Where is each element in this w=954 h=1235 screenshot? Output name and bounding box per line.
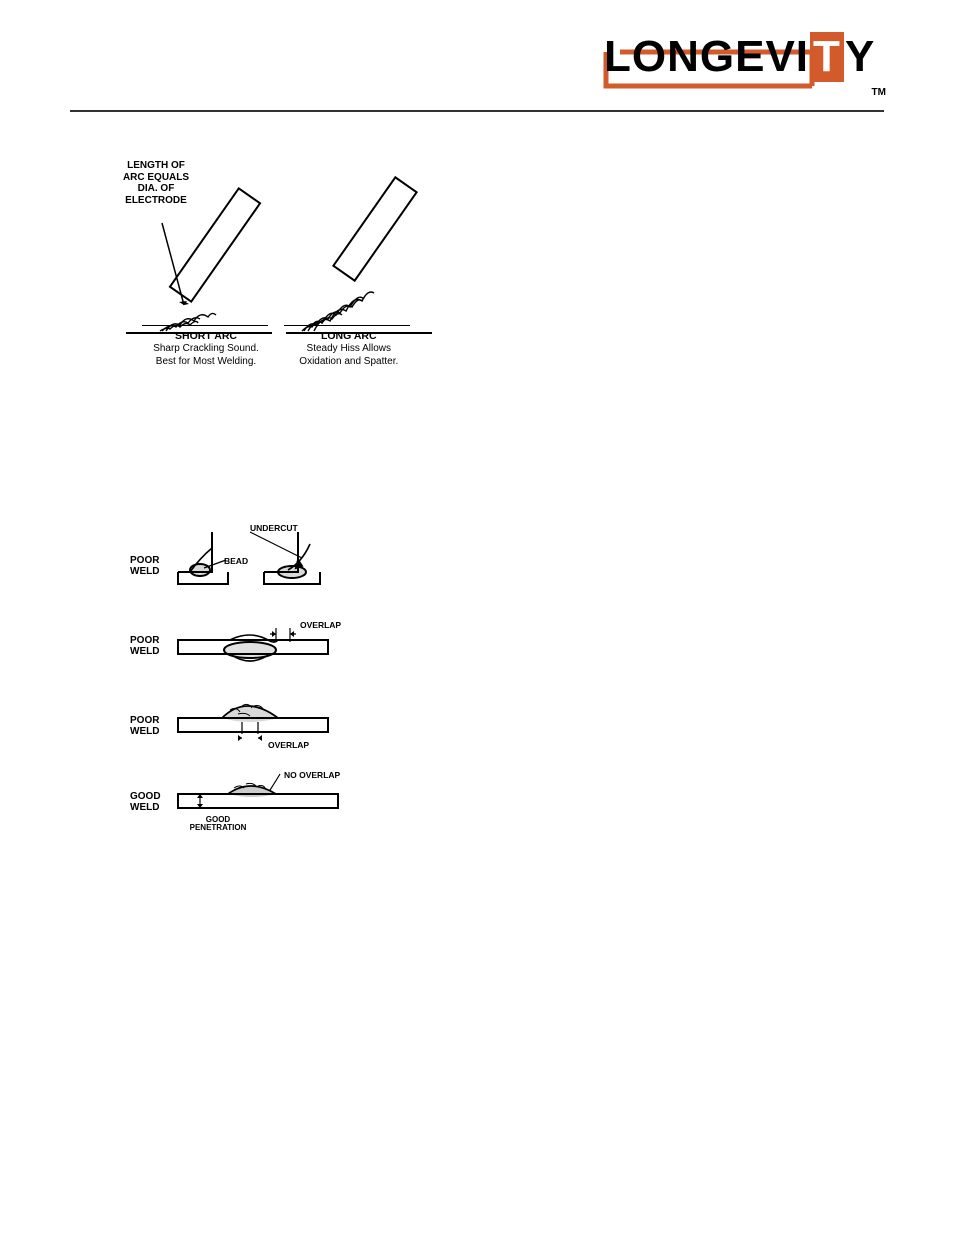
logo-t: T [810, 32, 844, 82]
short-arc-line2: Best for Most Welding. [136, 356, 276, 369]
overlap2-label: OVERLAP [268, 740, 309, 750]
weld-row3-label: POORWELD [130, 716, 159, 737]
good-penetration-text: GOODPENETRATION [190, 815, 247, 832]
logo-tm: TM [872, 87, 886, 98]
long-arc-title: LONG ARC [279, 330, 419, 343]
undercut-label: UNDERCUT [250, 523, 298, 533]
no-overlap-label: NO OVERLAP [284, 770, 340, 780]
document-page: LONGEVITY TM LENGTH OFARC EQUALSDIA. OFE… [0, 0, 954, 1235]
long-arc-line1: Steady Hiss Allows [279, 343, 419, 356]
caption-rule-right [284, 325, 410, 326]
weld-row4-text: GOODWELD [130, 791, 161, 813]
logo-text: LONGEVITY [604, 32, 875, 82]
weld-row2-label: POORWELD [130, 636, 159, 657]
caption-rule-left [142, 325, 268, 326]
long-arc-caption: LONG ARC Steady Hiss Allows Oxidation an… [279, 330, 419, 368]
long-arc-line2: Oxidation and Spatter. [279, 356, 419, 369]
logo-mid: ONGEVI [632, 32, 809, 81]
weld-row1-text: POORWELD [130, 555, 159, 577]
brand-logo: LONGEVITY TM [600, 38, 880, 96]
header-divider [70, 110, 884, 112]
good-penetration-label: GOODPENETRATION [188, 816, 248, 832]
weld-quality-diagram [130, 520, 390, 850]
weld-row1-label: POORWELD [130, 556, 159, 577]
bead-label: BEAD [224, 556, 248, 566]
overlap1-label: OVERLAP [300, 620, 341, 630]
short-arc-title: SHORT ARC [136, 330, 276, 343]
weld-row2-text: POORWELD [130, 635, 159, 657]
short-arc-line1: Sharp Crackling Sound. [136, 343, 276, 356]
weld-row3-text: POORWELD [130, 715, 159, 737]
logo-y: Y [845, 32, 875, 81]
arc-captions: SHORT ARC Sharp Crackling Sound. Best fo… [136, 330, 436, 368]
weld-svg [130, 520, 390, 850]
weld-row4-label: GOODWELD [130, 792, 161, 813]
logo-letter: L [604, 32, 632, 81]
short-arc-caption: SHORT ARC Sharp Crackling Sound. Best fo… [136, 330, 276, 368]
